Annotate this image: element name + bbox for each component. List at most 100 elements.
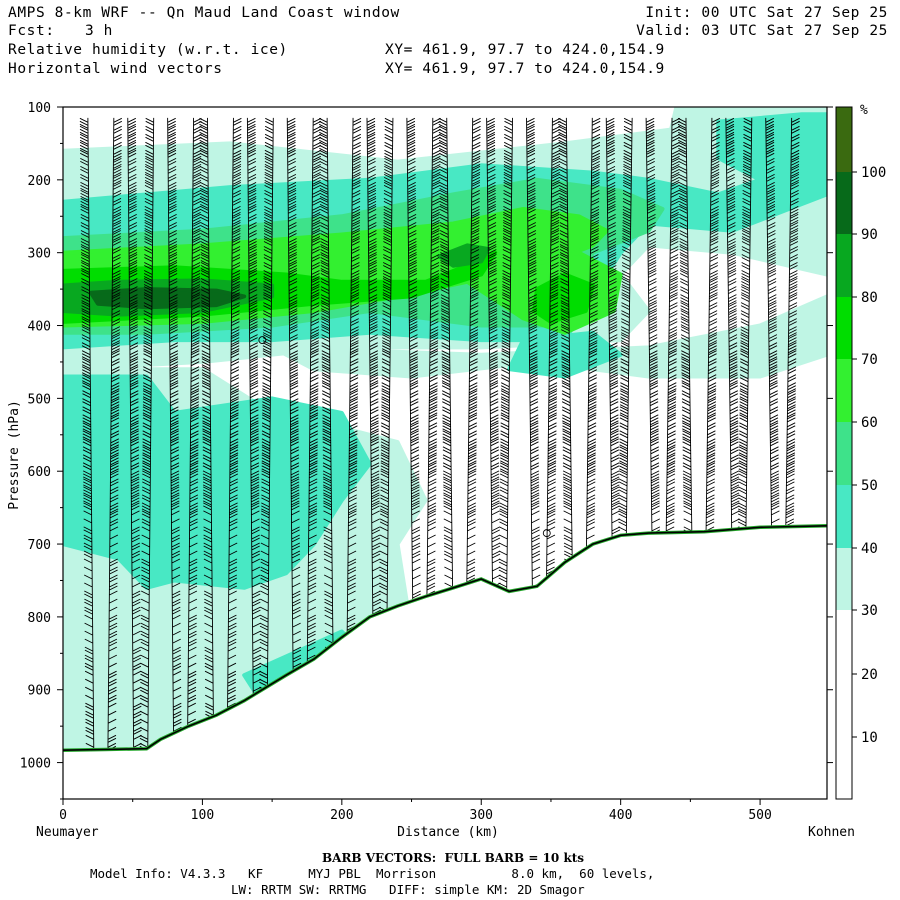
model-info-line1: Model Info: V4.3.3 KF MYJ PBL Morrison 8… <box>90 866 655 881</box>
wind-barb-column <box>665 117 681 544</box>
wind-barb-column <box>318 117 334 658</box>
x-tick-label: 0 <box>59 808 67 823</box>
xy-range-wind: XY= 461.9, 97.7 to 424.0,154.9 <box>385 61 665 77</box>
y-tick-label: 800 <box>28 611 51 626</box>
wind-barb-column <box>199 117 214 729</box>
wind-barb-column <box>378 117 394 623</box>
forecast-value: 3 h <box>85 23 113 39</box>
y-tick-label: 900 <box>28 684 51 699</box>
colorbar-label: 30 <box>861 603 878 619</box>
wind-barb-column <box>486 117 501 594</box>
wind-barb-column <box>545 117 561 587</box>
wind-barb-column <box>187 117 202 737</box>
wind-barb-column <box>705 117 721 543</box>
colorbar-label: 40 <box>861 541 878 557</box>
x-tick-label: 500 <box>748 808 771 823</box>
valid-time: Valid: 03 UTC Sat 27 Sep 25 <box>636 23 888 39</box>
y-tick-label: 300 <box>28 247 51 262</box>
wind-barb-column <box>526 117 541 599</box>
colorbar: 10 20 30 40 50 60 70 80 90 100 <box>835 106 886 800</box>
x-axis: 0 100 200 300 400 500 <box>59 799 772 823</box>
y-axis-title: Pressure (hPa) <box>7 400 22 510</box>
colorbar-band <box>836 548 852 610</box>
wind-barb-layer <box>79 117 800 761</box>
y-tick-label: 600 <box>28 465 51 480</box>
terrain-surface-line <box>63 525 827 751</box>
wind-barb-column <box>498 117 513 603</box>
wind-barb-column <box>737 117 753 540</box>
colorbar-band <box>836 172 852 234</box>
wind-barb-column <box>306 117 322 673</box>
calm-wind-circle <box>258 336 267 345</box>
wind-barb-column <box>605 117 621 551</box>
wind-barb-column <box>765 117 780 539</box>
x-tick-label: 300 <box>470 808 493 823</box>
wind-barb-column <box>346 117 362 643</box>
colorbar-band <box>836 422 852 485</box>
wind-barb-column <box>366 117 382 628</box>
wind-barb-column <box>246 117 262 711</box>
wind-barb-column <box>226 117 242 719</box>
wind-barb-column <box>438 117 454 600</box>
colorbar-unit: % <box>860 103 868 118</box>
field-name-wind: Horizontal wind vectors <box>8 61 223 77</box>
y-tick-label: 500 <box>28 392 51 407</box>
y-tick-label: 200 <box>28 174 51 189</box>
wind-barb-column <box>167 117 182 746</box>
terrain-layer <box>63 524 827 799</box>
colorbar-band <box>836 234 852 297</box>
wind-barb-column <box>79 117 95 761</box>
wind-barb-column <box>466 117 481 594</box>
wind-barb-column <box>677 117 693 544</box>
rh-band-70-80-east <box>532 272 595 324</box>
wind-barb-column <box>406 117 422 615</box>
colorbar-label: 20 <box>861 667 878 683</box>
wind-barb-column <box>259 117 274 696</box>
colorbar-label: 10 <box>861 730 878 746</box>
plot-frame <box>62 106 828 800</box>
wind-barb-column <box>286 117 302 684</box>
wind-barb-column <box>618 117 633 546</box>
colorbar-band <box>836 107 852 172</box>
colorbar-label: 70 <box>861 352 878 368</box>
wind-barb-column <box>645 117 661 545</box>
colorbar-label: 100 <box>861 165 886 181</box>
rh-band-40-50-mid <box>507 330 623 379</box>
colorbar-band <box>836 359 852 422</box>
init-time: Init: 00 UTC Sat 27 Sep 25 <box>645 5 888 21</box>
rh-band-30-40-mid <box>270 294 827 379</box>
y-tick-label: 700 <box>28 538 51 553</box>
colorbar-label: 90 <box>861 227 878 243</box>
x-end-label: Kohnen <box>808 825 855 840</box>
wind-barb-column <box>785 117 800 538</box>
x-tick-label: 400 <box>609 808 632 823</box>
x-tick-label: 100 <box>191 808 214 823</box>
x-tick-label: 200 <box>330 808 353 823</box>
colorbar-band <box>836 297 852 359</box>
wind-barb-column <box>139 117 155 759</box>
wind-barb-column <box>725 117 741 543</box>
colorbar-label: 60 <box>861 415 878 431</box>
y-tick-label: 400 <box>28 320 51 335</box>
colorbar-frame <box>835 106 853 800</box>
xy-range-rh: XY= 461.9, 97.7 to 424.0,154.9 <box>385 42 665 58</box>
model-info-line2: LW: RRTM SW: RRTMG DIFF: simple KM: 2D S… <box>231 882 585 897</box>
barb-legend: BARB VECTORS: FULL BARB = 10 kts <box>322 851 585 865</box>
forecast-label: Fcst: <box>8 23 55 39</box>
wind-barb-column <box>127 117 142 760</box>
terrain-ground <box>63 525 827 799</box>
colorbar-label: 80 <box>861 290 878 306</box>
wind-barb-column <box>558 117 573 571</box>
colorbar-band <box>836 610 852 799</box>
wind-barb-column <box>585 117 601 558</box>
y-tick-label: 100 <box>28 101 51 116</box>
field-name-rh: Relative humidity (w.r.t. ice) <box>8 42 288 58</box>
colorbar-band <box>836 485 852 548</box>
wind-barb-column <box>107 117 123 761</box>
x-start-label: Neumayer <box>36 825 99 840</box>
plot-title: AMPS 8-km WRF -- Qn Maud Land Coast wind… <box>8 5 400 21</box>
rh-band-40-50-lower <box>63 396 372 590</box>
calm-wind-circle <box>542 529 551 538</box>
wind-barb-column <box>426 117 441 607</box>
